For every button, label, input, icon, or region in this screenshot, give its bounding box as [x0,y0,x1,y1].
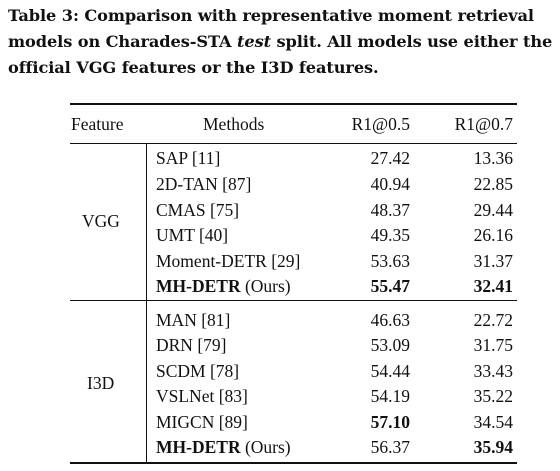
method-name-bold: MH-DETR [156,276,241,296]
score-r1-05: 40.94 [370,174,410,194]
score-r1-07: 22.85 [473,174,513,194]
group-label-i3d: I3D [87,373,115,393]
method-moment-detr: Moment-DETR [29] [156,251,301,271]
score-r1-07: 26.16 [473,225,513,245]
feature-column-divider [146,144,147,462]
table-top-rule [70,103,517,105]
method-mh-detr-ours: MH-DETR (Ours) [156,275,291,297]
caption-italic-test: test [237,32,271,51]
score-r1-07: 22.72 [473,310,513,330]
score-r1-05: 27.42 [370,148,410,168]
score-r1-05: 48.37 [370,200,410,220]
caption-line-2: models on Charades-STA test split. All m… [8,29,560,55]
method-drn: DRN [79] [156,335,227,355]
method-mh-detr-ours: MH-DETR (Ours) [156,436,291,458]
header-methods: Methods [203,114,265,134]
method-man: MAN [81] [156,310,231,330]
method-scdm: SCDM [78] [156,361,240,381]
method-umt: UMT [40] [156,225,229,245]
score-r1-05: 54.44 [370,361,410,381]
score-r1-07: 31.37 [473,251,513,271]
table-bottom-rule [70,462,517,464]
caption-line-1: Table 3: Comparison with representative … [8,6,534,25]
header-r1-05: R1@0.5 [351,114,410,134]
score-r1-05: 56.37 [370,437,410,457]
method-cmas: CMAS [75] [156,200,240,220]
table-header-rule [70,143,517,144]
score-r1-05: 53.63 [370,251,410,271]
score-r1-07: 13.36 [473,148,513,168]
header-r1-07: R1@0.7 [454,114,513,134]
method-name-bold: MH-DETR [156,437,241,457]
header-feature: Feature [71,114,124,134]
group-label-vgg: VGG [82,211,120,231]
score-r1-05: 54.19 [370,386,410,406]
method-vslnet: VSLNet [83] [156,386,248,406]
score-r1-07: 29.44 [473,200,513,220]
caption-line-3: official VGG features or the I3D feature… [8,58,379,77]
caption-line-2-end: split. All models use either the [270,32,553,51]
score-r1-07: 35.22 [473,386,513,406]
score-r1-07: 31.75 [473,335,513,355]
method-2d-tan: 2D-TAN [87] [156,174,252,194]
score-r1-05-best: 57.10 [370,412,410,432]
method-migcn: MIGCN [89] [156,412,248,432]
score-r1-07: 33.43 [473,361,513,381]
score-r1-07: 34.54 [473,412,513,432]
score-r1-07-best: 35.94 [473,437,513,457]
method-name-suffix: (Ours) [240,276,291,296]
score-r1-05: 46.63 [370,310,410,330]
caption-line-2-start: models on Charades-STA [8,32,237,51]
method-sap: SAP [11] [156,148,221,168]
score-r1-05: 49.35 [370,225,410,245]
table-caption: Table 3: Comparison with representative … [8,3,560,81]
method-name-suffix: (Ours) [240,437,291,457]
score-r1-05-best: 55.47 [370,276,410,296]
table-group-separator [70,300,517,301]
score-r1-05: 53.09 [370,335,410,355]
score-r1-07-best: 32.41 [473,276,513,296]
